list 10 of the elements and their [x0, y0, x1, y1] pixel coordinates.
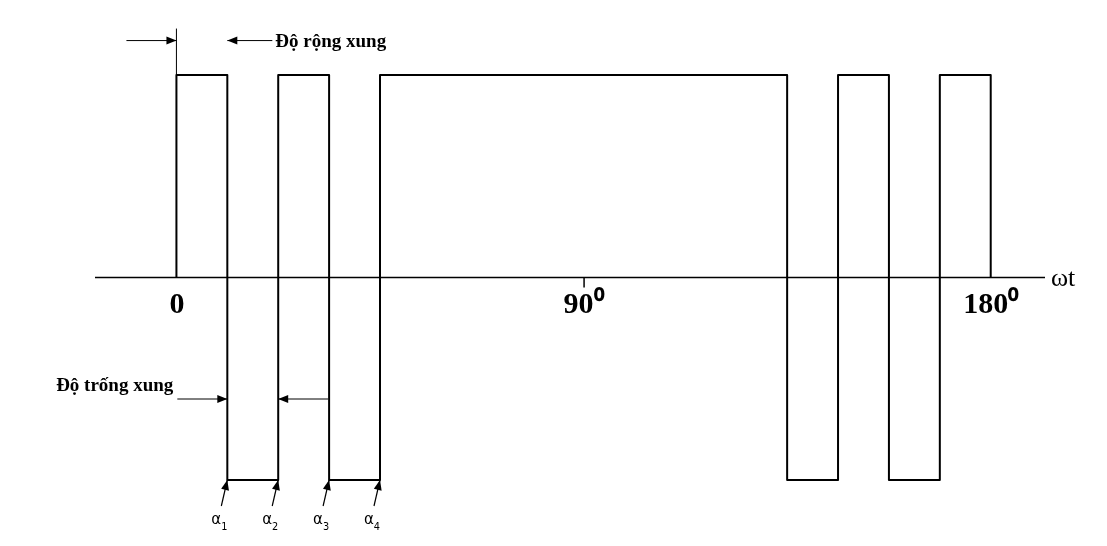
annotation: α$_{2}$: [262, 510, 279, 532]
annotation: α$_{3}$: [313, 510, 330, 532]
x-axis-title: ωt: [1051, 262, 1077, 292]
text: Độ rộng xung: [275, 29, 387, 51]
x-tick-label: 0: [169, 285, 185, 319]
annotation: α$_{1}$: [211, 510, 228, 532]
annotation: α$_{4}$: [363, 510, 381, 532]
x-tick-label: 180⁰: [963, 285, 1020, 319]
x-tick-label: 90⁰: [563, 285, 605, 319]
annotation: Độ trống xung: [56, 374, 174, 395]
